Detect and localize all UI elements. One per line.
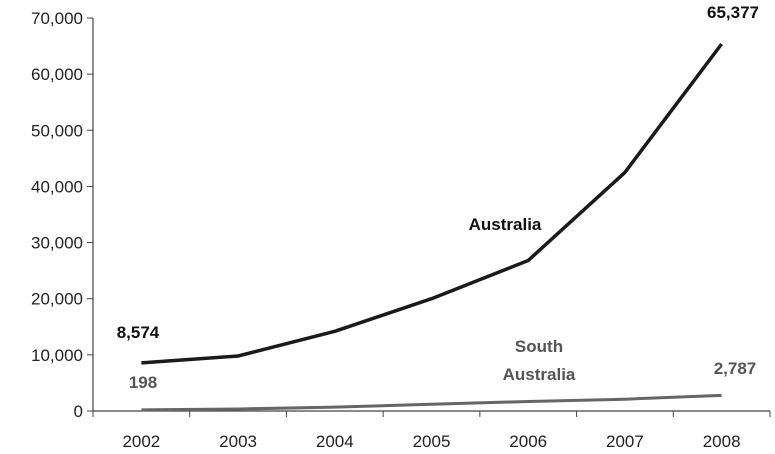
y-tick-label: 0 bbox=[74, 402, 83, 421]
y-tick-label: 40,000 bbox=[31, 177, 83, 196]
data-label-south-australia-first: 198 bbox=[129, 373, 157, 392]
y-tick-label: 70,000 bbox=[31, 9, 83, 28]
x-tick-label: 2007 bbox=[606, 432, 644, 451]
x-tick-label: 2005 bbox=[413, 432, 451, 451]
y-tick-label: 10,000 bbox=[31, 346, 83, 365]
series-line-australia bbox=[141, 42, 723, 365]
data-label-australia-first: 8,574 bbox=[117, 323, 160, 342]
y-tick-label: 20,000 bbox=[31, 290, 83, 309]
series-label-australia: Australia bbox=[469, 215, 542, 234]
series-line-south-australia bbox=[141, 393, 722, 412]
x-tick-label: 2003 bbox=[219, 432, 257, 451]
x-tick-label: 2004 bbox=[316, 432, 354, 451]
data-label-south-australia-last: 2,787 bbox=[714, 359, 757, 378]
data-label-australia-last: 65,377 bbox=[707, 3, 759, 22]
x-tick-label: 2006 bbox=[509, 432, 547, 451]
x-tick-labels: 2002 2003 2004 2005 2006 2007 2008 bbox=[92, 411, 771, 451]
series-label-south-australia-line2: Australia bbox=[503, 365, 576, 384]
y-tick-label: 50,000 bbox=[31, 121, 83, 140]
series-label-south-australia-line1: South bbox=[515, 337, 563, 356]
y-tick-labels: 0 10,000 20,000 30,000 40,000 50,000 60,000 70,… bbox=[31, 9, 93, 421]
x-tick-label: 2002 bbox=[122, 432, 160, 451]
axes bbox=[92, 18, 770, 412]
y-tick-label: 60,000 bbox=[31, 65, 83, 84]
y-tick-label: 30,000 bbox=[31, 234, 83, 253]
x-tick-label: 2008 bbox=[703, 432, 741, 451]
